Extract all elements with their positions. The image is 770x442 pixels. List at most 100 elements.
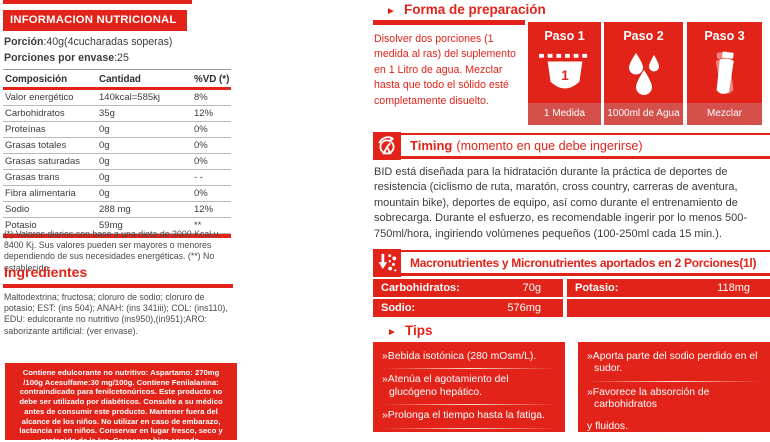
tip-separator: [587, 438, 761, 440]
nutrient-name: Carbohidratos: [5, 108, 65, 119]
step-caption: 1 Medida: [528, 103, 601, 125]
water-drops-icon: [604, 48, 683, 102]
nutrient-dv: 0%: [194, 140, 208, 151]
tip-item: »Bebida isotónica (280 mOsm/L).: [382, 351, 537, 362]
step-label: Paso 1: [544, 29, 585, 43]
nutrient-name: Proteínas: [5, 124, 46, 135]
table-row: Grasas saturadas 0g 0%: [3, 154, 231, 170]
table-row: Grasas trans 0g - -: [3, 170, 231, 186]
scoop-number: 1: [561, 68, 569, 83]
col-header-dv: %VD (*): [194, 74, 230, 85]
nutrient-name: Potasio: [5, 220, 37, 231]
step-caption: Mezclar: [687, 103, 762, 125]
macro-cell-empty: [567, 299, 770, 317]
nutrient-dv: **: [194, 220, 202, 231]
usage-info-panel: ► Forma de preparación Disolver dos porc…: [373, 0, 770, 442]
table-row: Fibra alimentaria 0g 0%: [3, 186, 231, 202]
tips-title: Tips: [405, 323, 433, 338]
macro-cell-sodio: Sodio: 576mg: [373, 299, 563, 317]
preparation-instructions: Disolver dos porciones (1 medida al ras)…: [374, 33, 516, 107]
tip-item: »Aporta parte del sodio perdido en el su…: [587, 351, 758, 375]
tip-item: »Prolonga el tiempo hasta la fatiga.: [382, 410, 545, 422]
timing-header-bar: Timing (momento en que debe ingerirse): [401, 133, 770, 159]
step-card-2: Paso 2 1000ml de Agua: [604, 22, 683, 125]
nutrient-amount: 0g: [99, 188, 110, 199]
servings-line: Porciones por envase:25: [4, 52, 129, 64]
nutrient-dv: 8%: [194, 92, 208, 103]
nutrition-table: Composición Cantidad %VD (*) Valor energ…: [3, 69, 231, 238]
nutrient-name: Grasas trans: [5, 172, 60, 183]
preparation-underline-bar: [373, 20, 525, 25]
macro-cell-potasio: Potasio: 118mg: [567, 279, 770, 297]
nutrient-amount: 288 mg: [99, 204, 131, 215]
nutrient-dv: 12%: [194, 108, 214, 119]
shaker-icon: [687, 48, 762, 102]
nutrient-name: Fibra alimentaria: [5, 188, 76, 199]
tip-separator: [382, 427, 556, 429]
col-header-composition: Composición: [5, 74, 68, 85]
servings-label: Porciones por envase: [4, 52, 115, 64]
nutrient-amount: 59mg: [99, 220, 123, 231]
scoop-icon: 1: [528, 48, 601, 102]
nutrient-dv: 0%: [194, 156, 208, 167]
nutrient-amount: 0g: [99, 124, 110, 135]
tips-box-left: »Bebida isotónica (280 mOsm/L). »Atenúa …: [373, 342, 565, 432]
nutrition-facts-panel: INFORMACION NUTRICIONAL Porción:40g(4cuc…: [3, 0, 237, 442]
nutrient-amount: 0g: [99, 172, 110, 183]
nutrient-name: Valor energético: [5, 92, 74, 103]
macro-cell-carbohidratos: Carbohidratos: 70g: [373, 279, 563, 297]
nutrient-dv: 0%: [194, 188, 208, 199]
table-divider-bar: [3, 87, 231, 90]
ingredients-text: Maltodextrina; fructosa; cloruro de sodi…: [4, 292, 228, 336]
tip-separator: [382, 404, 556, 406]
table-row: Proteínas 0g 0%: [3, 122, 231, 138]
preparation-title: Forma de preparación: [404, 2, 546, 17]
macro-value: 118mg: [717, 282, 750, 294]
table-row: Valor energético 140kcal=585kj 8%: [3, 90, 231, 106]
macro-value: 70g: [522, 282, 541, 294]
table-row: Carbohidratos 35g 12%: [3, 106, 231, 122]
step-label: Paso 2: [623, 29, 664, 43]
portion-value: :40g(4cucharadas soperas): [43, 36, 173, 48]
stopwatch-icon: [373, 132, 401, 160]
nutrient-dv: - -: [194, 172, 203, 183]
nutrient-amount: 35g: [99, 108, 115, 119]
col-header-quantity: Cantidad: [99, 74, 141, 85]
nutrient-amount: 140kcal=585kj: [99, 92, 161, 103]
macro-label: Potasio:: [575, 282, 619, 294]
tip-separator: [382, 368, 556, 370]
step-caption: 1000ml de Agua: [604, 103, 683, 125]
tips-box-right: »Aporta parte del sodio perdido en el su…: [578, 342, 770, 440]
servings-value: :25: [114, 52, 129, 64]
triangle-bullet-icon: ►: [386, 6, 396, 17]
timing-subtitle: (momento en que debe ingerirse): [456, 138, 643, 153]
table-bottom-bar: [3, 234, 231, 238]
ingredients-divider-bar: [3, 284, 233, 288]
tip-item: y fluidos.: [587, 420, 629, 432]
ingredients-title: Ingredientes: [4, 264, 88, 280]
triangle-bullet-icon: ►: [387, 327, 397, 338]
portion-label: Porción: [4, 36, 44, 48]
nutrient-dv: 0%: [194, 124, 208, 135]
step-card-3: Paso 3 Mezclar: [687, 22, 762, 125]
table-row: Potasio 59mg **: [3, 218, 231, 234]
table-row: Sodio 288 mg 12%: [3, 202, 231, 218]
tip-item: »Favorece la absorción de carbohidratos: [587, 386, 710, 411]
nutrient-amount: 0g: [99, 140, 110, 151]
macro-value: 576mg: [507, 302, 541, 314]
nutrient-name: Grasas totales: [5, 140, 67, 151]
down-arrow-particles-icon: [373, 249, 401, 277]
warning-box: Contiene edulcorante no nutritivo: Aspar…: [5, 363, 237, 442]
macronutrients-header-bar: Macronutrientes y Micronutrientes aporta…: [401, 250, 770, 276]
table-header-row: Composición Cantidad %VD (*): [3, 69, 231, 87]
nutrition-panel-title: INFORMACION NUTRICIONAL: [3, 10, 187, 31]
step-label: Paso 3: [704, 29, 745, 43]
step-card-1: Paso 1 1 1 Medida: [528, 22, 601, 125]
nutrient-name: Sodio: [5, 204, 30, 215]
nutrient-amount: 0g: [99, 156, 110, 167]
top-accent-bar: [3, 0, 192, 4]
macronutrients-title: Macronutrientes y Micronutrientes aporta…: [410, 255, 757, 270]
nutrient-name: Grasas saturadas: [5, 156, 80, 167]
macro-label: Carbohidratos:: [381, 282, 460, 294]
